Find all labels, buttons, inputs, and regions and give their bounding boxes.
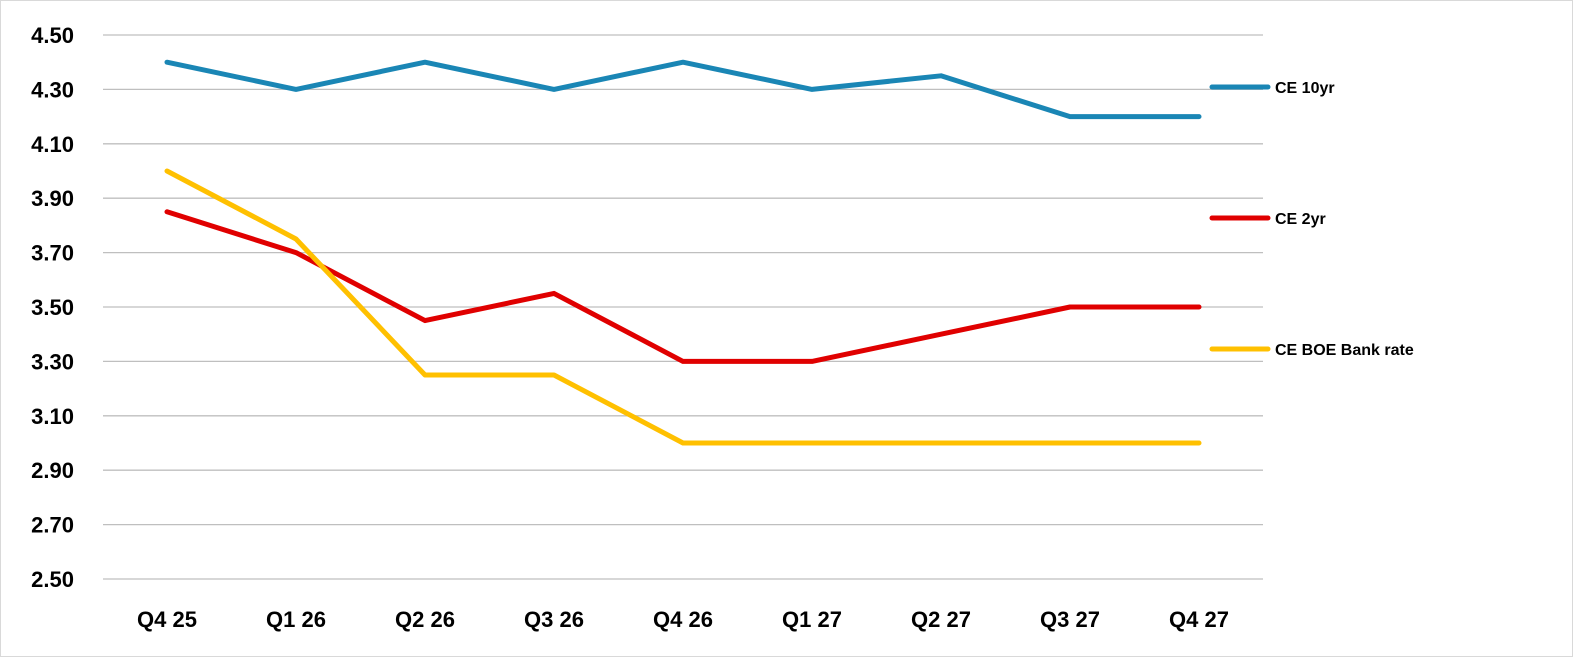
series-line xyxy=(164,59,1202,120)
x-tick-label: Q4 26 xyxy=(653,607,713,632)
y-tick-label: 4.50 xyxy=(31,23,74,48)
x-tick-label: Q4 27 xyxy=(1169,607,1229,632)
x-tick-label: Q3 27 xyxy=(1040,607,1100,632)
x-tick-label: Q1 27 xyxy=(782,607,842,632)
legend-label: CE 10yr xyxy=(1275,80,1335,97)
y-tick-label: 4.10 xyxy=(31,132,74,157)
y-tick-label: 2.90 xyxy=(31,458,74,483)
legend-label: CE 2yr xyxy=(1275,211,1326,228)
x-tick-label: Q1 26 xyxy=(266,607,326,632)
y-tick-label: 3.90 xyxy=(31,186,74,211)
y-tick-label: 3.10 xyxy=(31,404,74,429)
x-tick-label: Q4 25 xyxy=(137,607,197,632)
series-lines xyxy=(164,59,1202,446)
y-axis-tick-labels: 4.50 4.30 4.10 3.90 3.70 3.50 3.30 3.10 2.90 2.70… xyxy=(31,23,74,592)
legend: CE 10yr CE 2yr CE BOE Bank rate xyxy=(1209,80,1414,359)
y-tick-label: 3.70 xyxy=(31,241,74,266)
series-line xyxy=(164,209,1202,364)
y-tick-label: 4.30 xyxy=(31,77,74,102)
y-tick-label: 3.30 xyxy=(31,349,74,374)
y-tick-label: 3.50 xyxy=(31,295,74,320)
legend-label: CE BOE Bank rate xyxy=(1275,342,1414,359)
y-tick-label: 2.50 xyxy=(31,567,74,592)
x-axis-tick-labels: Q4 25 Q1 26 Q2 26 Q3 26 Q4 26 Q1 27 Q2 27 Q3 27… xyxy=(137,607,1229,632)
x-tick-label: Q3 26 xyxy=(524,607,584,632)
y-tick-label: 2.70 xyxy=(31,513,74,538)
x-tick-label: Q2 26 xyxy=(395,607,455,632)
x-tick-label: Q2 27 xyxy=(911,607,971,632)
series-line xyxy=(164,168,1202,446)
